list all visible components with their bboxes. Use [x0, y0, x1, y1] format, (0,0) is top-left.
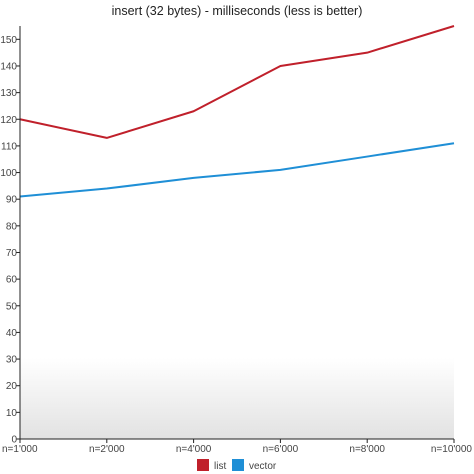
- y-tick-label: 90: [6, 195, 18, 206]
- x-tick-label: n=4'000: [176, 444, 212, 455]
- x-axis-ticks: n=1'000 n=2'000 n=4'000 n=6'000 n=8'000 n=10'…: [2, 439, 472, 455]
- y-tick-label: 10: [6, 408, 18, 419]
- y-tick-label: 110: [1, 141, 17, 152]
- series-lines: [19, 25, 455, 198]
- legend-label-vector: vector: [249, 461, 277, 472]
- x-tick-label: n=6'000: [263, 444, 299, 455]
- x-tick-label: n=10'000: [431, 444, 473, 455]
- chart-title: insert (32 bytes) - milliseconds (less i…: [112, 4, 363, 18]
- plot-background-shade: [20, 358, 454, 439]
- legend-swatch-vector: [232, 459, 244, 471]
- y-tick-label: 100: [0, 168, 17, 179]
- legend-swatch-list: [197, 459, 209, 471]
- y-tick-label: 50: [6, 301, 18, 312]
- y-tick-label: 40: [6, 328, 18, 339]
- y-tick-label: 150: [0, 35, 17, 46]
- x-tick-label: n=1'000: [2, 444, 38, 455]
- x-tick-label: n=8'000: [349, 444, 385, 455]
- series-line-list: [19, 25, 455, 139]
- y-tick-label: 30: [6, 355, 18, 366]
- series-line-vector: [19, 142, 455, 198]
- legend-label-list: list: [214, 461, 226, 472]
- y-tick-label: 140: [0, 61, 17, 72]
- y-tick-label: 80: [6, 221, 18, 232]
- y-tick-label: 70: [6, 248, 18, 259]
- y-tick-label: 60: [6, 275, 18, 286]
- y-axis-ticks: 0 10 20 30 40 50 60 70 80 90 100 110 120 130 140 150: [0, 35, 20, 446]
- y-tick-label: 120: [0, 115, 17, 126]
- y-tick-label: 0: [11, 435, 17, 446]
- x-tick-label: n=2'000: [89, 444, 125, 455]
- y-tick-label: 130: [0, 88, 17, 99]
- legend: list vector: [197, 459, 277, 472]
- y-tick-label: 20: [6, 381, 18, 392]
